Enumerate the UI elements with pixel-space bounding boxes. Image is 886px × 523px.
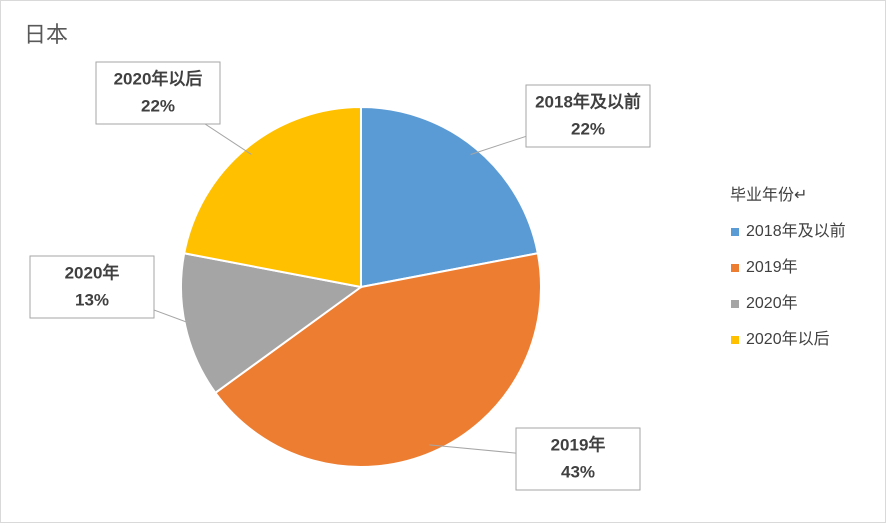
legend-label: 2018年及以前 <box>746 222 846 240</box>
legend-title: 毕业年份↵ <box>730 186 807 204</box>
callout-value: 13% <box>75 290 109 309</box>
callout-category: 2018年及以前 <box>535 91 641 111</box>
callout-box <box>515 427 641 491</box>
callout-category: 2020年以后 <box>114 68 203 88</box>
pie-slice <box>360 105 539 289</box>
legend-label: 2020年 <box>746 294 798 312</box>
callout-value: 22% <box>571 119 605 138</box>
callout-category: 2020年 <box>65 262 120 282</box>
pie-slice <box>180 252 364 395</box>
callout-category: 2019年 <box>551 434 606 454</box>
legend-label: 2020年以后 <box>746 330 830 348</box>
pie-slice <box>183 105 362 289</box>
callout-box <box>95 61 221 125</box>
pie-slice <box>213 252 542 468</box>
legend-label: 2019年 <box>746 258 798 276</box>
legend-swatch <box>731 300 739 308</box>
callout-box <box>29 255 155 319</box>
chart-title: 日本 <box>24 22 68 47</box>
legend-swatch <box>731 264 739 272</box>
callout-value: 22% <box>141 96 175 115</box>
callout-box <box>525 84 651 148</box>
legend-swatch <box>731 336 739 344</box>
legend-swatch <box>731 228 739 236</box>
callout-value: 43% <box>561 462 595 481</box>
